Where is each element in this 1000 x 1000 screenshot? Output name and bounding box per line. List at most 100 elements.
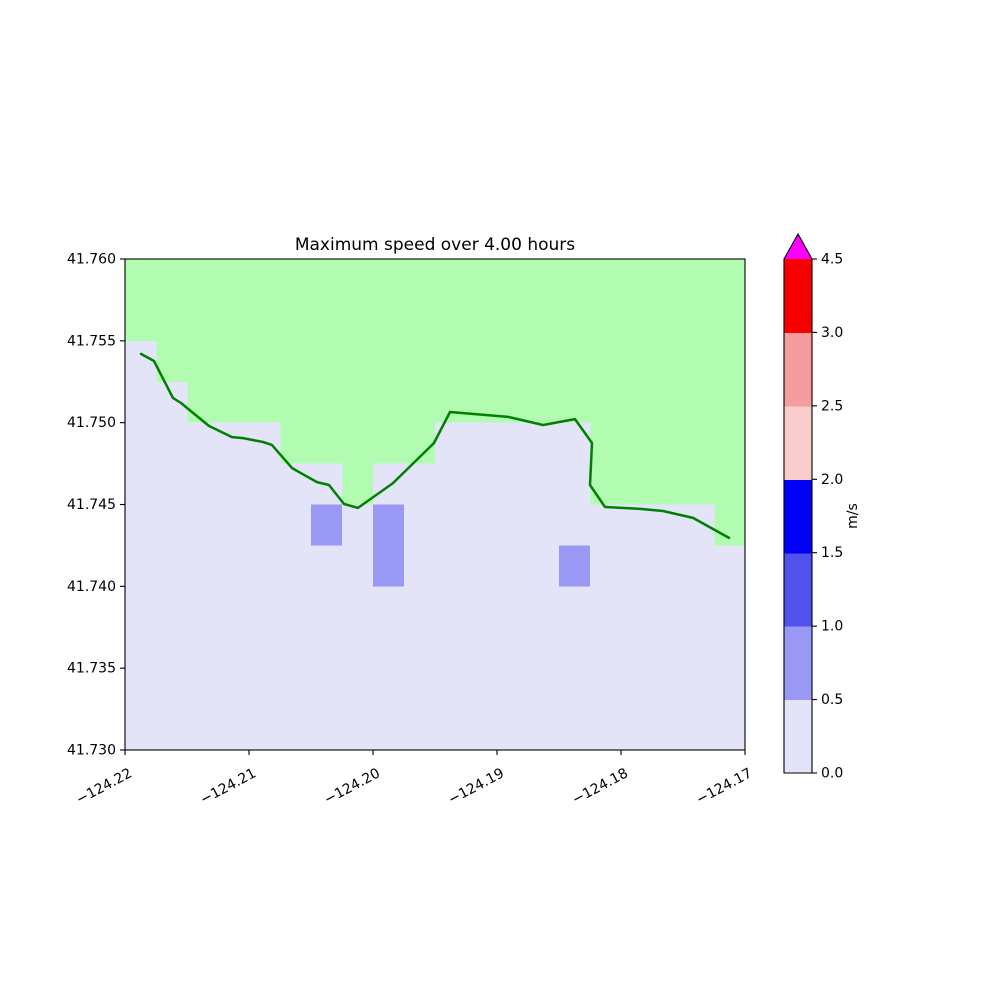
grid-cell-speed-low xyxy=(621,668,653,710)
grid-cell-speed-low xyxy=(435,586,467,628)
grid-cell-speed-low xyxy=(714,586,745,628)
grid-cell-speed-low xyxy=(125,422,157,465)
grid-cell-speed-low xyxy=(218,586,250,628)
colorbar-unit-label: m/s xyxy=(845,503,861,529)
speed-grid xyxy=(125,340,745,750)
grid-cell-speed-low xyxy=(249,504,281,547)
grid-cell-speed-low xyxy=(342,545,374,588)
grid-cell-speed-low xyxy=(280,668,312,710)
grid-cell-speed-low xyxy=(435,627,467,669)
colorbar-tick-label: 2.0 xyxy=(821,472,843,488)
grid-cell-speed-low xyxy=(125,709,157,750)
grid-cell-speed-low xyxy=(683,586,715,628)
grid-cell-speed-low xyxy=(404,586,436,628)
grid-cell-speed-low xyxy=(559,422,591,465)
colorbar-tick-label: 3.0 xyxy=(821,325,843,341)
grid-cell-speed-low xyxy=(156,422,188,465)
grid-cell-speed-low xyxy=(683,709,715,750)
grid-cell-speed-low xyxy=(466,627,498,669)
grid-cell-speed-low xyxy=(218,422,250,465)
colorbar-tick-label: 1.5 xyxy=(821,545,843,561)
y-axis-tick-label: 41.755 xyxy=(67,333,116,349)
colorbar-segment xyxy=(784,626,812,701)
grid-cell-speed-low xyxy=(435,668,467,710)
grid-cell-speed-low xyxy=(125,545,157,588)
grid-cell-speed-low xyxy=(683,668,715,710)
grid-cell-speed-low xyxy=(404,504,436,547)
grid-cell-speed-low xyxy=(590,504,622,547)
grid-cell-speed-low xyxy=(280,627,312,669)
grid-cell-speed-low xyxy=(590,627,622,669)
y-axis-tick-label: 41.740 xyxy=(67,579,116,595)
grid-cell-speed-low xyxy=(373,709,405,750)
grid-cell-speed-low xyxy=(156,668,188,710)
grid-cell-speed-low xyxy=(404,709,436,750)
grid-cell-speed-low xyxy=(466,668,498,710)
grid-cell-speed-low xyxy=(373,586,405,628)
grid-cell-speed-low xyxy=(714,545,745,588)
colorbar-segment xyxy=(784,332,812,407)
grid-cell-speed-mid xyxy=(373,545,405,588)
grid-cell-speed-low xyxy=(621,709,653,750)
grid-cell-speed-low xyxy=(528,545,560,588)
grid-cell-speed-low xyxy=(497,545,529,588)
grid-cell-speed-mid xyxy=(373,504,405,547)
grid-cell-speed-low xyxy=(714,668,745,710)
grid-cell-speed-low xyxy=(218,627,250,669)
grid-cell-speed-low xyxy=(497,627,529,669)
colorbar-tick-label: 1.0 xyxy=(821,619,843,635)
grid-cell-speed-low xyxy=(683,545,715,588)
y-axis-tick-label: 41.745 xyxy=(67,497,116,513)
grid-cell-speed-low xyxy=(404,627,436,669)
grid-cell-speed-low xyxy=(218,504,250,547)
colorbar-outline xyxy=(783,232,813,774)
grid-cell-speed-low xyxy=(652,668,684,710)
grid-cell-speed-low xyxy=(311,545,343,588)
grid-cell-speed-low xyxy=(342,586,374,628)
y-axis-tick-label: 41.735 xyxy=(67,661,116,677)
grid-cell-speed-low xyxy=(404,463,436,506)
grid-cell-speed-low xyxy=(652,627,684,669)
x-axis-tick-label: −124.21 xyxy=(198,765,259,808)
grid-cell-speed-low xyxy=(311,709,343,750)
grid-cell-speed-low xyxy=(125,504,157,547)
grid-cell-speed-low xyxy=(249,586,281,628)
grid-cell-speed-low xyxy=(528,709,560,750)
grid-cell-speed-low xyxy=(187,463,219,506)
grid-cell-speed-low xyxy=(249,709,281,750)
grid-cell-speed-low xyxy=(559,504,591,547)
y-axis-tick-label: 41.750 xyxy=(67,415,116,431)
grid-cell-speed-low xyxy=(590,709,622,750)
grid-cell-speed-low xyxy=(311,668,343,710)
grid-cell-speed-low xyxy=(249,627,281,669)
grid-cell-speed-low xyxy=(187,504,219,547)
grid-cell-speed-low xyxy=(559,709,591,750)
grid-cell-speed-low xyxy=(280,504,312,547)
grid-cell-speed-low xyxy=(342,504,374,547)
colorbar-tick-label: 4.5 xyxy=(821,252,843,268)
grid-cell-speed-low xyxy=(621,586,653,628)
grid-cell-speed-low xyxy=(249,545,281,588)
grid-cell-speed-low xyxy=(466,463,498,506)
grid-cell-speed-low xyxy=(497,463,529,506)
grid-cell-speed-low xyxy=(559,463,591,506)
grid-cell-speed-low xyxy=(187,709,219,750)
grid-cell-speed-low xyxy=(218,709,250,750)
grid-cell-speed-low xyxy=(652,709,684,750)
grid-cell-speed-low xyxy=(714,709,745,750)
grid-cell-speed-low xyxy=(559,586,591,628)
grid-cell-speed-low xyxy=(187,668,219,710)
grid-cell-speed-low xyxy=(652,545,684,588)
grid-cell-speed-low xyxy=(714,627,745,669)
grid-cell-speed-low xyxy=(373,668,405,710)
x-axis-tick-label: −124.17 xyxy=(694,765,755,808)
grid-cell-speed-low xyxy=(497,504,529,547)
grid-cell-speed-low xyxy=(559,627,591,669)
grid-cell-speed-mid xyxy=(559,545,591,588)
x-axis-tick-label: −124.18 xyxy=(570,765,631,808)
grid-cell-speed-low xyxy=(342,709,374,750)
grid-cell-speed-low xyxy=(187,627,219,669)
grid-cell-speed-low xyxy=(156,545,188,588)
grid-cell-speed-low xyxy=(156,381,188,424)
